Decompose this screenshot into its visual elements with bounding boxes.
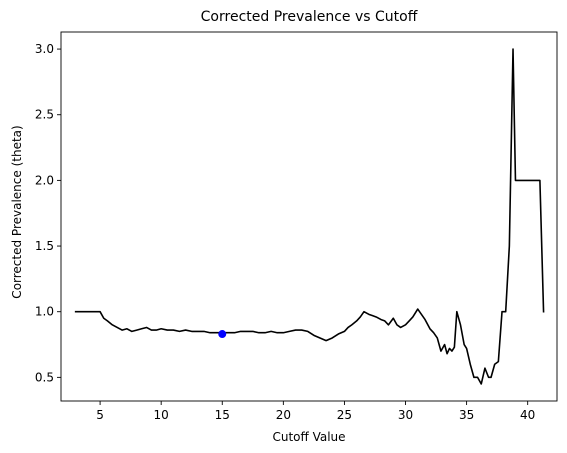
x-tick-label: 15: [215, 408, 230, 422]
chart-title: Corrected Prevalence vs Cutoff: [201, 9, 418, 25]
y-tick-label: 0.5: [35, 370, 54, 384]
x-tick-label: 5: [96, 408, 104, 422]
x-tick-label: 10: [154, 408, 169, 422]
series-line-0: [74, 48, 545, 385]
y-axis-title: Corrected Prevalence (theta): [10, 125, 24, 298]
x-tick-label: 20: [276, 408, 291, 422]
x-tick-label: 40: [520, 408, 535, 422]
y-tick-label: 2.5: [35, 108, 54, 122]
y-tick-label: 3.0: [35, 42, 54, 56]
axes-frame: [60, 31, 558, 402]
x-axis-title: Cutoff Value: [272, 430, 345, 444]
y-tick-label: 1.5: [35, 239, 54, 253]
y-tick-label: 2.0: [35, 173, 54, 187]
x-tick-label: 30: [398, 408, 413, 422]
x-tick-label: 25: [337, 408, 352, 422]
plot-area: 5 10 15 20 25 30 35 40 0.5 1.0 1.5 2.0 2.5 3.0: [35, 31, 558, 422]
highlight-point: [218, 330, 227, 339]
y-tick-label: 1.0: [35, 305, 54, 319]
x-tick-label: 35: [459, 408, 474, 422]
